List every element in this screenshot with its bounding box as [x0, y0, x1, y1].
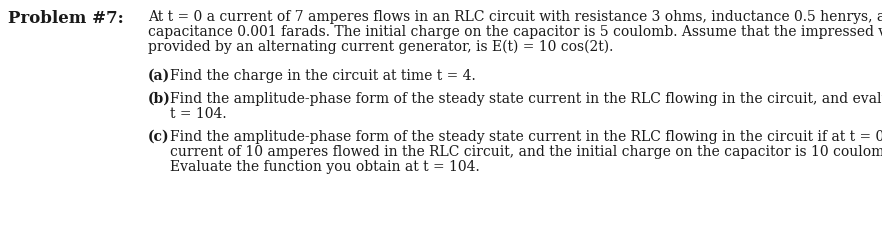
Text: Find the amplitude-phase form of the steady state current in the RLC flowing in : Find the amplitude-phase form of the ste… — [170, 130, 882, 144]
Text: Find the amplitude-phase form of the steady state current in the RLC flowing in : Find the amplitude-phase form of the ste… — [170, 92, 882, 106]
Text: Problem #7:: Problem #7: — [8, 10, 123, 27]
Text: capacitance 0.001 farads. The initial charge on the capacitor is 5 coulomb. Assu: capacitance 0.001 farads. The initial ch… — [148, 25, 882, 39]
Text: (c): (c) — [148, 130, 169, 144]
Text: Evaluate the function you obtain at t = 104.: Evaluate the function you obtain at t = … — [170, 160, 480, 174]
Text: At t = 0 a current of 7 amperes flows in an RLC circuit with resistance 3 ohms, : At t = 0 a current of 7 amperes flows in… — [148, 10, 882, 24]
Text: provided by an alternating current generator, is E(t) = 10 cos(2t).: provided by an alternating current gener… — [148, 40, 613, 54]
Text: Find the charge in the circuit at time t = 4.: Find the charge in the circuit at time t… — [170, 69, 475, 83]
Text: (a): (a) — [148, 69, 170, 83]
Text: (b): (b) — [148, 92, 171, 106]
Text: t = 104.: t = 104. — [170, 107, 227, 121]
Text: current of 10 amperes flowed in the RLC circuit, and the initial charge on the c: current of 10 amperes flowed in the RLC … — [170, 145, 882, 159]
